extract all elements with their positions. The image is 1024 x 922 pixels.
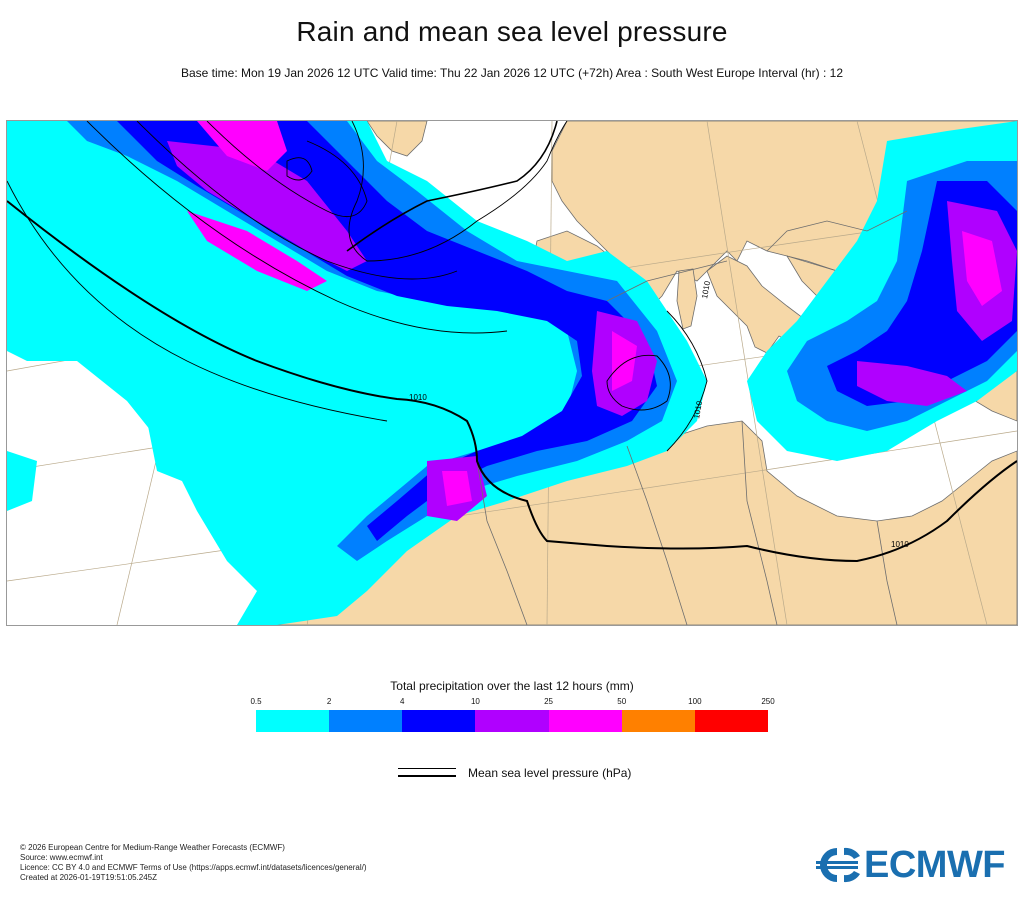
footer-source: Source: www.ecmwf.int	[20, 853, 103, 862]
isobars	[7, 121, 1017, 563]
isobar-thin-7	[606, 354, 671, 411]
isobar-thin-5	[348, 121, 568, 262]
legend-colorbar	[256, 710, 768, 732]
legend-swatch-0	[256, 710, 330, 732]
legend-tick-4: 25	[544, 697, 554, 706]
legend-title: Total precipitation over the last 12 hou…	[390, 679, 634, 693]
isobar-thin-3	[206, 121, 368, 218]
footer-credits: © 2026 European Centre for Medium-Range …	[20, 843, 367, 883]
legend-swatch-4	[548, 710, 622, 732]
ecmwf-logo: ECMWF	[812, 842, 1012, 888]
land-corsica-sardinia	[676, 268, 698, 330]
land-british-isles	[366, 121, 428, 157]
pressure-legend: Mean sea level pressure (hPa)	[398, 764, 698, 784]
legend-tick-1: 2	[326, 697, 332, 706]
legend-swatch-5	[621, 710, 695, 732]
isobar-label-2: 1010	[891, 540, 909, 549]
pressure-legend-label: Mean sea level pressure (hPa)	[468, 766, 632, 780]
isobar-thin-2	[136, 121, 458, 280]
ecmwf-logo-icon	[816, 847, 860, 883]
footer-licence: Licence: CC BY 4.0 and ECMWF Terms of Us…	[20, 863, 367, 872]
ecmwf-logo-text: ECMWF	[864, 844, 1006, 886]
legend-tick-0: 0.5	[250, 697, 262, 706]
isobar-label-4: 1010	[700, 280, 712, 300]
isobar-1010-north	[346, 121, 558, 252]
chart-subtitle: Base time: Mon 19 Jan 2026 12 UTC Valid …	[180, 66, 843, 80]
isobar-thin-8	[666, 310, 708, 452]
chart-title: Rain and mean sea level pressure	[296, 16, 728, 47]
isobar-thin-1	[86, 121, 508, 334]
isobar-1010-main	[7, 200, 1017, 563]
forecast-map: 1010 1010 1010 1010	[6, 120, 1018, 626]
isobar-labels: 1010 1010 1010 1010	[409, 280, 909, 549]
pressure-legend-line	[398, 768, 456, 777]
legend-tick-2: 4	[400, 697, 405, 706]
footer-copyright: © 2026 European Centre for Medium-Range …	[20, 843, 285, 852]
legend-swatch-6	[694, 710, 768, 732]
legend-tick-3: 10	[470, 697, 480, 706]
isobar-label-3: 1010	[692, 400, 704, 420]
isobar-thin-6	[7, 180, 388, 422]
legend-tick-labels: 0.5 2 4 10 25 50 100 250	[250, 697, 774, 709]
legend-swatch-2	[402, 710, 476, 732]
legend-swatch-1	[329, 710, 403, 732]
isobar-label-1: 1010	[409, 393, 427, 402]
legend-swatch-3	[475, 710, 549, 732]
legend-tick-6: 100	[688, 697, 702, 706]
footer-created: Created at 2026-01-19T19:51:05.245Z	[20, 873, 157, 882]
legend-tick-5: 50	[617, 697, 627, 706]
country-borders	[476, 210, 908, 625]
legend-tick-7: 250	[761, 697, 775, 706]
isobar-thin-4	[286, 157, 313, 181]
